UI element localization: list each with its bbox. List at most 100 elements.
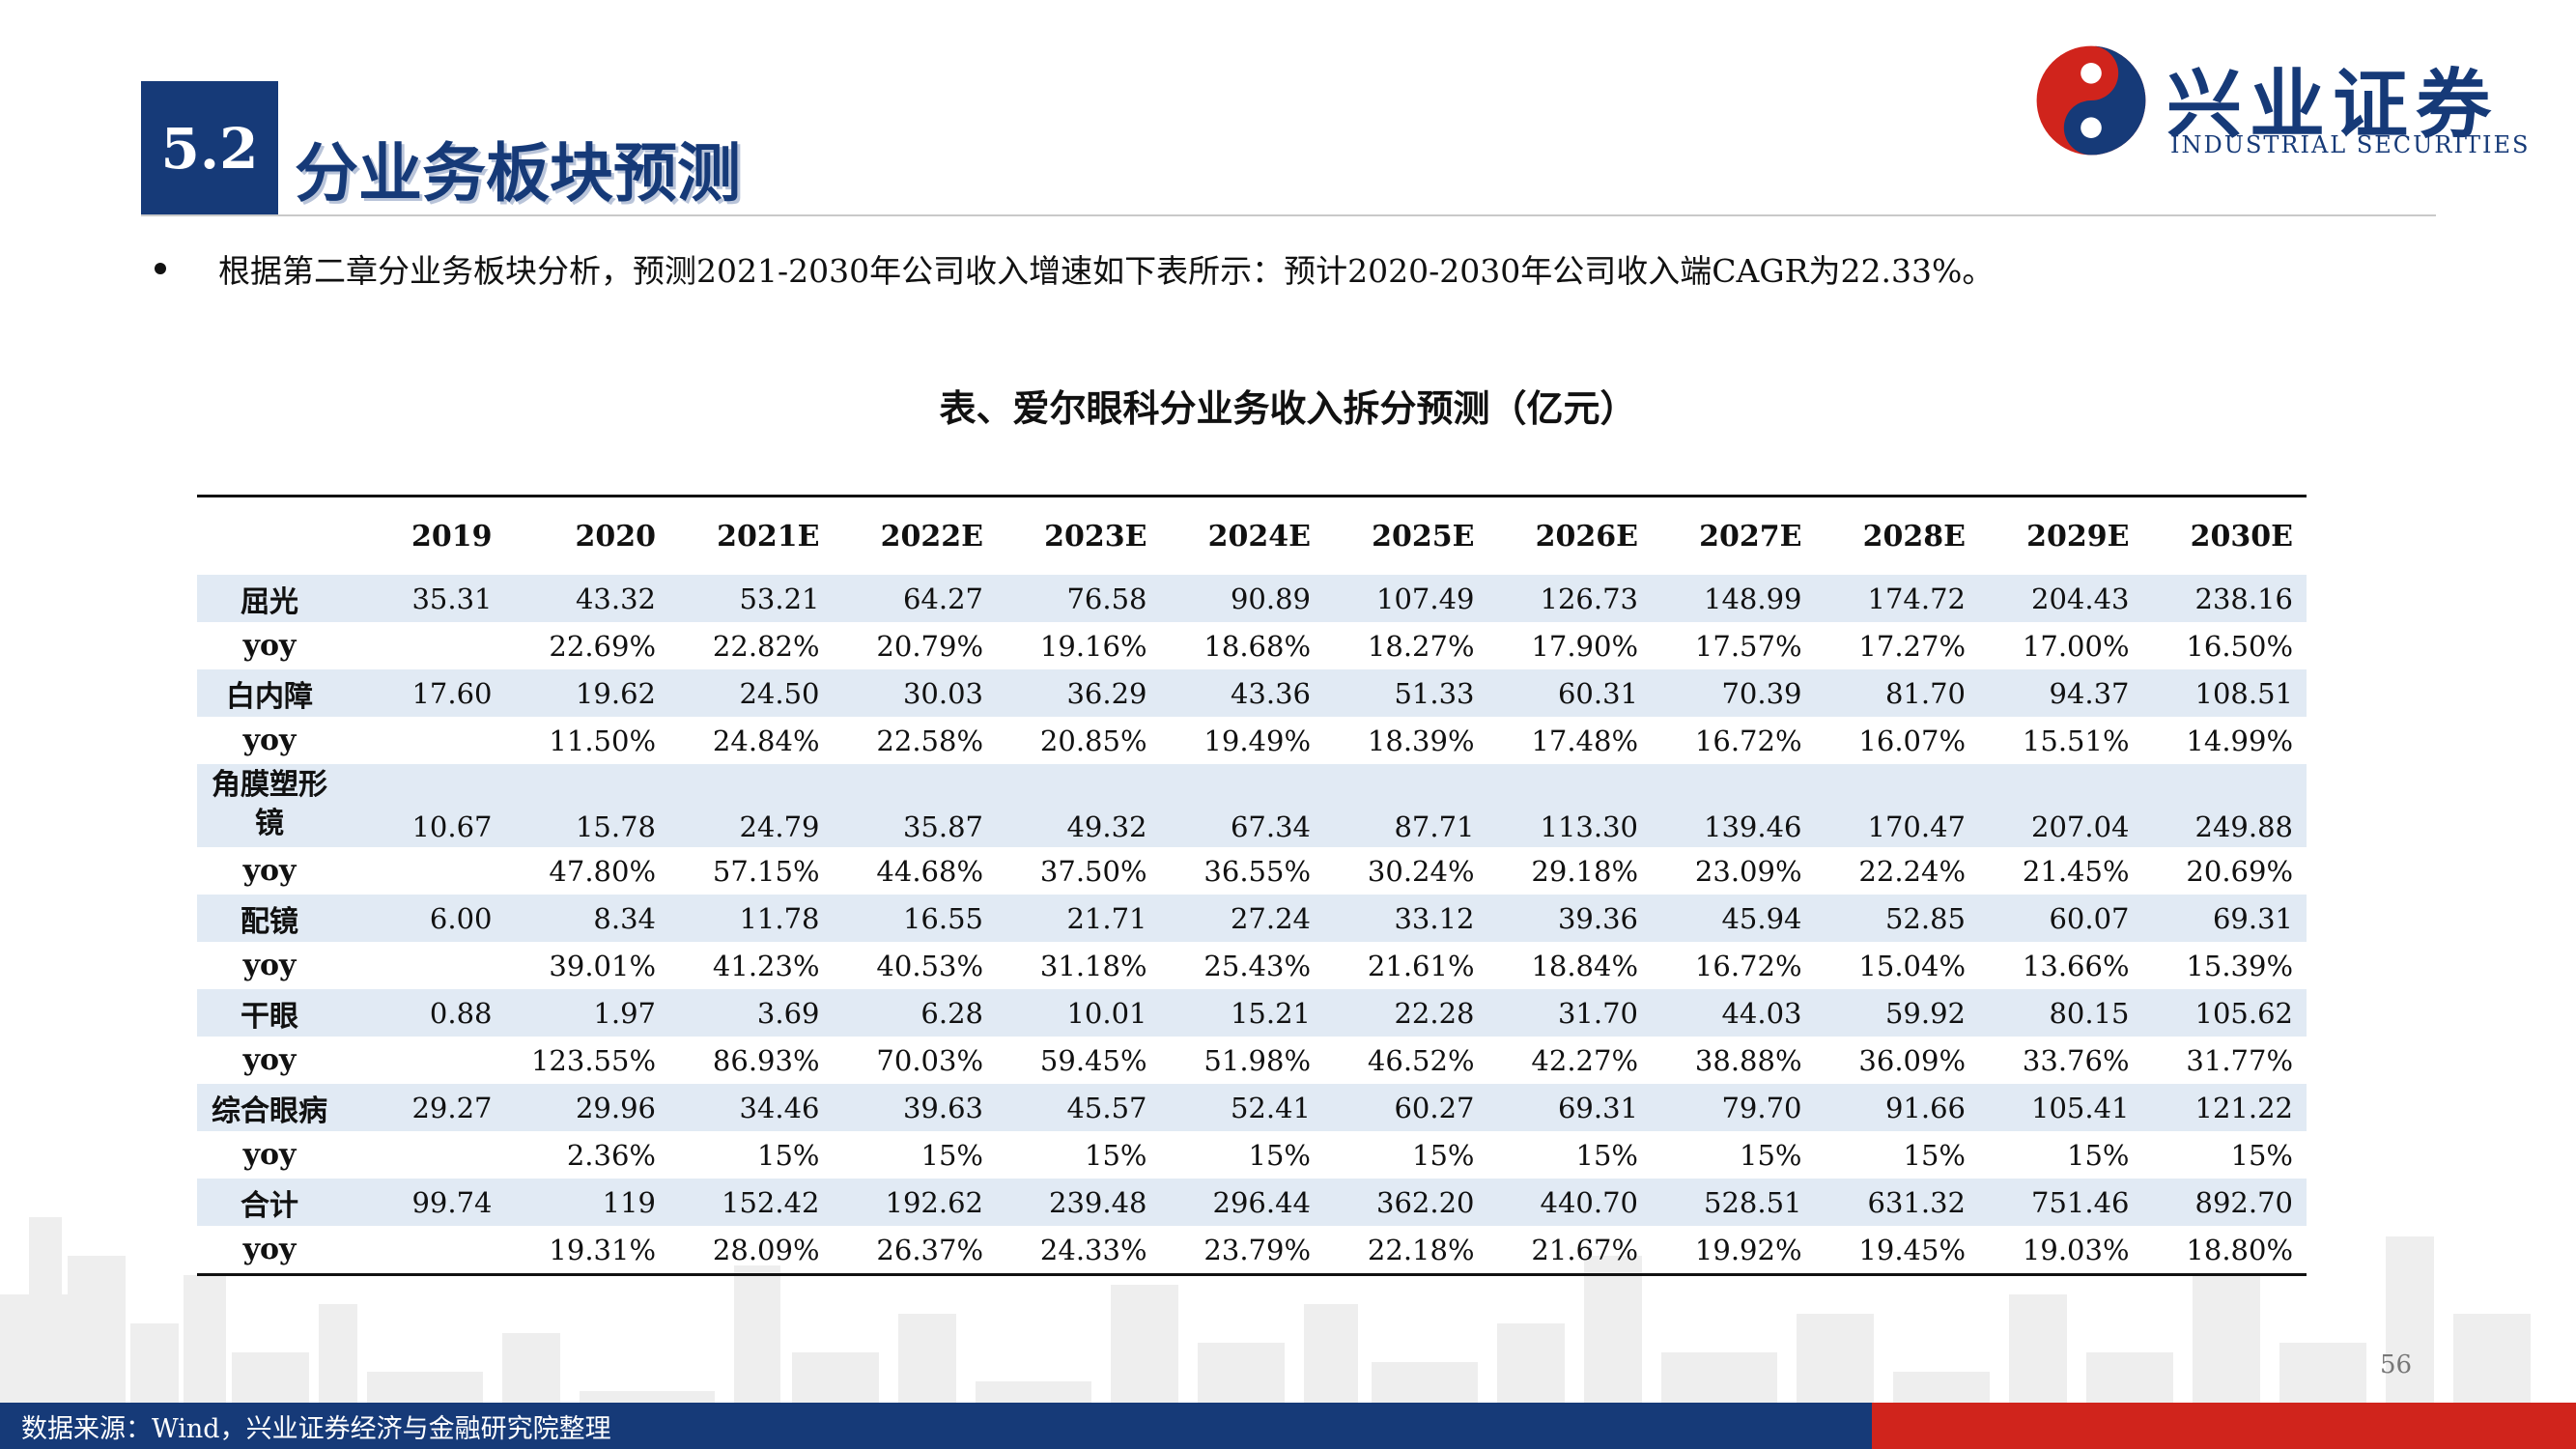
table-cell: 44.03 xyxy=(1652,989,1816,1037)
table-header-year: 2026E xyxy=(1535,519,1638,554)
table-cell: 39.63 xyxy=(833,1084,997,1131)
table-header-year: 2024E xyxy=(1207,519,1311,554)
table-cell: 17.60 xyxy=(342,669,506,717)
row-label: yoy xyxy=(242,1233,297,1266)
table-cell: 22.28 xyxy=(1324,989,1488,1037)
table-cell: 16.55 xyxy=(833,895,997,942)
table-row: yoy 11.50% 24.84% 22.58% 20.85% 19.49% 18.39% 1… xyxy=(197,717,2307,764)
table-cell: 25.43% xyxy=(1203,949,1311,982)
table-cell: 51.33 xyxy=(1324,669,1488,717)
table-cell: 18.39% xyxy=(1367,724,1475,757)
table-cell: 2.36% xyxy=(566,1138,656,1172)
table-cell: 139.46 xyxy=(1652,764,1816,847)
table-cell: 24.50 xyxy=(669,669,834,717)
table-header-year: 2022E xyxy=(880,519,983,554)
table-row: 屈光 35.31 43.32 53.21 64.27 76.58 90.89 107.49 12… xyxy=(197,575,2307,622)
table-cell: 40.53% xyxy=(876,949,983,982)
table-cell: 207.04 xyxy=(1979,764,2143,847)
row-label: yoy xyxy=(242,629,297,663)
row-label: yoy xyxy=(242,854,297,888)
table-cell: 18.84% xyxy=(1531,949,1638,982)
table-row: yoy 2.36% 15% 15% 15% 15% 15% 15% 15% 15% 15% 15% xyxy=(197,1131,2307,1179)
table-cell: 23.09% xyxy=(1694,854,1802,888)
table-cell: 15% xyxy=(1248,1138,1311,1172)
table-cell: 86.93% xyxy=(712,1043,820,1077)
table-cell: 15% xyxy=(1412,1138,1475,1172)
table-row: 配镜 6.00 8.34 11.78 16.55 21.71 27.24 33.12 39.36… xyxy=(197,895,2307,942)
table-cell: 31.70 xyxy=(1487,989,1652,1037)
table-header-year: 2019 xyxy=(411,519,493,554)
table-cell: 80.15 xyxy=(1979,989,2143,1037)
row-label: 白内障 xyxy=(197,669,342,717)
data-source-note: 数据来源：Wind，兴业证券经济与金融研究院整理 xyxy=(21,1413,611,1444)
table-header-year: 2028E xyxy=(1862,519,1966,554)
logo-name-cn: 兴业证券 xyxy=(2166,62,2500,149)
table-cell: 99.74 xyxy=(342,1179,506,1226)
table-row: 干眼 0.88 1.97 3.69 6.28 10.01 15.21 22.28 31.70 44… xyxy=(197,989,2307,1037)
table-cell: 59.92 xyxy=(1815,989,1979,1037)
table-cell: 17.90% xyxy=(1531,629,1638,663)
table-cell: 238.16 xyxy=(2142,575,2307,622)
table-title: 表、爱尔眼科分业务收入拆分预测（亿元） xyxy=(939,387,1637,430)
table-cell: 45.94 xyxy=(1652,895,1816,942)
table-cell: 34.46 xyxy=(669,1084,834,1131)
table-cell: 53.21 xyxy=(669,575,834,622)
table-cell: 10.01 xyxy=(997,989,1161,1037)
table-cell: 51.98% xyxy=(1203,1043,1311,1077)
logo-name-en: INDUSTRIAL SECURITIES xyxy=(2170,131,2531,158)
table-cell: 31.77% xyxy=(2186,1043,2293,1077)
table-header-year: 2023E xyxy=(1044,519,1147,554)
table-cell: 21.67% xyxy=(1531,1233,1638,1266)
table-cell: 170.47 xyxy=(1815,764,1979,847)
table-cell: 21.71 xyxy=(997,895,1161,942)
table-cell: 362.20 xyxy=(1324,1179,1488,1226)
table-cell xyxy=(342,847,506,895)
bullet-dot-icon xyxy=(155,263,166,274)
table-cell: 79.70 xyxy=(1652,1084,1816,1131)
table-cell: 107.49 xyxy=(1324,575,1488,622)
bullet-point: 根据第二章分业务板块分析，预测2021-2030年公司收入增速如下表所示：预计2… xyxy=(155,245,1994,292)
row-label: yoy xyxy=(242,1138,297,1172)
table-cell xyxy=(342,942,506,989)
table-cell: 70.39 xyxy=(1652,669,1816,717)
table-cell: 36.55% xyxy=(1203,854,1311,888)
table-cell: 27.24 xyxy=(1160,895,1324,942)
page-title: 分业务板块预测 xyxy=(295,136,741,211)
table-header-year: 2021E xyxy=(717,519,820,554)
table-cell: 22.18% xyxy=(1367,1233,1475,1266)
table-cell: 22.69% xyxy=(549,629,656,663)
table-header-corner xyxy=(197,497,342,576)
table-header-year: 2027E xyxy=(1699,519,1802,554)
table-cell: 35.31 xyxy=(342,575,506,622)
table-cell: 3.69 xyxy=(669,989,834,1037)
table-cell: 28.09% xyxy=(712,1233,820,1266)
table-cell: 76.58 xyxy=(997,575,1161,622)
row-label: 屈光 xyxy=(197,575,342,622)
table-cell: 22.58% xyxy=(876,724,983,757)
table-cell: 17.00% xyxy=(2022,629,2130,663)
table-header-row: 2019 2020 2021E 2022E 2023E 2024E 2025E 2026E 20… xyxy=(197,496,2307,576)
table-cell: 52.85 xyxy=(1815,895,1979,942)
table-cell: 30.03 xyxy=(833,669,997,717)
table-cell: 19.45% xyxy=(1858,1233,1966,1266)
table-cell: 46.52% xyxy=(1367,1043,1475,1077)
table-cell: 19.92% xyxy=(1694,1233,1802,1266)
table-row: yoy 47.80% 57.15% 44.68% 37.50% 36.55% 30.24% 2… xyxy=(197,847,2307,895)
table-cell: 52.41 xyxy=(1160,1084,1324,1131)
table-cell: 15% xyxy=(1085,1138,1147,1172)
table-cell: 204.43 xyxy=(1979,575,2143,622)
table-cell: 16.72% xyxy=(1694,724,1802,757)
row-label: 合计 xyxy=(197,1179,342,1226)
table-cell: 192.62 xyxy=(833,1179,997,1226)
table-cell: 18.80% xyxy=(2186,1233,2293,1266)
table-cell: 15.78 xyxy=(505,764,669,847)
table-cell: 751.46 xyxy=(1979,1179,2143,1226)
table-cell: 20.69% xyxy=(2186,854,2293,888)
page-number: 56 xyxy=(2380,1350,2413,1379)
table-cell: 24.84% xyxy=(712,724,820,757)
table-cell: 17.27% xyxy=(1858,629,1966,663)
table-cell xyxy=(342,1226,506,1275)
table-cell: 17.48% xyxy=(1531,724,1638,757)
table-cell: 69.31 xyxy=(1487,1084,1652,1131)
table-cell: 37.50% xyxy=(1039,854,1147,888)
